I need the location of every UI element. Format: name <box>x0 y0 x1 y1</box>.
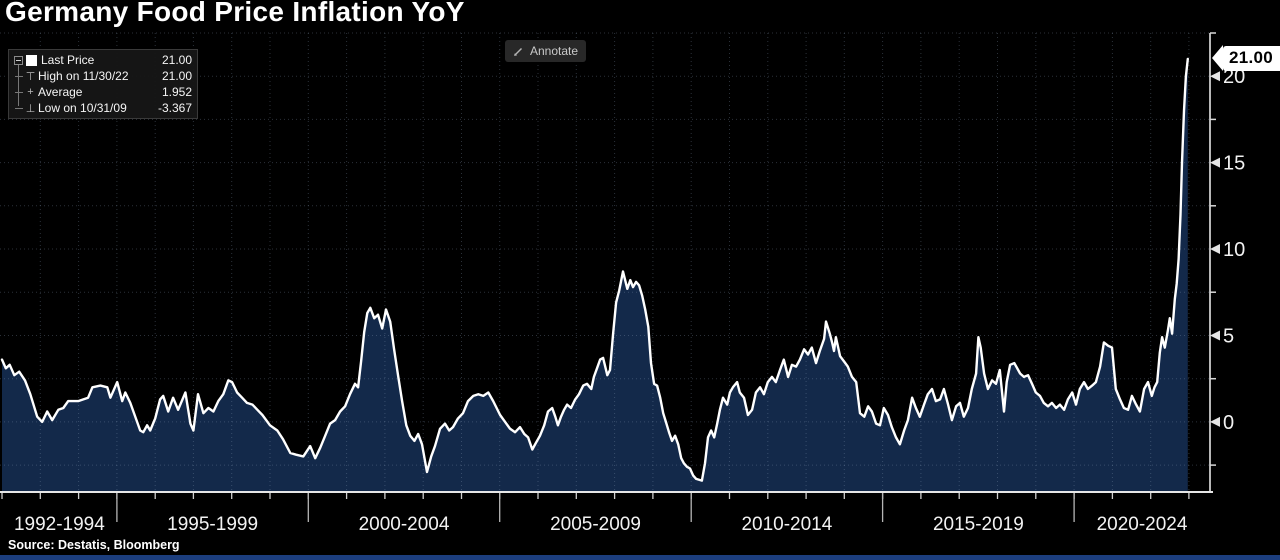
legend-value-low: -3.367 <box>157 101 192 115</box>
area-fill <box>2 58 1188 492</box>
high-marker-icon: ⊤ <box>25 70 36 83</box>
series-color-swatch <box>26 54 37 66</box>
annotate-pencil-icon <box>514 47 522 56</box>
annotate-button[interactable]: Annotate <box>505 40 587 62</box>
svg-text:2005-2009: 2005-2009 <box>550 514 641 535</box>
svg-text:1992-1994: 1992-1994 <box>14 514 105 535</box>
low-marker-icon: ⊥ <box>25 102 36 115</box>
legend-value-high: 21.00 <box>161 69 192 83</box>
y-axis: 0 5 10 15 20 <box>1209 32 1245 493</box>
legend-label-last-price: Last Price <box>41 53 95 67</box>
legend-label-average: Average <box>38 85 83 99</box>
svg-text:10: 10 <box>1223 239 1245 261</box>
x-axis: 1992-1994 1995-1999 2000-2004 2005-2009 2010… <box>0 491 1213 535</box>
svg-text:0: 0 <box>1223 412 1234 434</box>
collapse-expander-icon[interactable] <box>14 55 23 65</box>
tree-branch <box>15 91 23 93</box>
tree-branch <box>15 107 23 109</box>
legend-panel[interactable]: Last Price 21.00 ⊤ High on 11/30/22 21.0… <box>8 49 198 119</box>
svg-text:15: 15 <box>1223 153 1245 175</box>
svg-text:2020-2024: 2020-2024 <box>1097 514 1188 535</box>
legend-value-average: 1.952 <box>161 85 192 99</box>
last-price-badge: 21.00 <box>1211 45 1280 71</box>
svg-text:2000-2004: 2000-2004 <box>359 514 450 535</box>
svg-text:5: 5 <box>1223 326 1234 348</box>
legend-row-high[interactable]: ⊤ High on 11/30/22 21.00 <box>14 68 192 84</box>
page-title: Germany Food Price Inflation YoY <box>5 0 465 27</box>
last-price-value: 21.00 <box>1222 45 1280 71</box>
tree-branch <box>15 75 23 77</box>
source-text: Source: Destatis, Bloomberg <box>8 538 180 552</box>
legend-tree-line <box>18 65 19 106</box>
legend-value-last-price: 21.00 <box>161 53 192 67</box>
svg-text:2015-2019: 2015-2019 <box>933 514 1024 535</box>
bottom-accent-bar <box>0 555 1280 560</box>
svg-text:20: 20 <box>1223 66 1245 88</box>
svg-text:2010-2014: 2010-2014 <box>741 514 832 535</box>
average-marker-icon: + <box>27 86 34 98</box>
price-line <box>0 57 1190 482</box>
annotate-label: Annotate <box>530 44 579 58</box>
svg-text:1995-1999: 1995-1999 <box>167 514 258 535</box>
legend-label-low: Low on 10/31/09 <box>38 101 127 115</box>
legend-row-average[interactable]: + Average 1.952 <box>14 84 192 100</box>
legend-row-last-price[interactable]: Last Price 21.00 <box>14 52 192 68</box>
legend-label-high: High on 11/30/22 <box>38 69 129 83</box>
legend-row-low[interactable]: ⊥ Low on 10/31/09 -3.367 <box>14 100 192 116</box>
badge-arrow-icon <box>1211 45 1223 71</box>
